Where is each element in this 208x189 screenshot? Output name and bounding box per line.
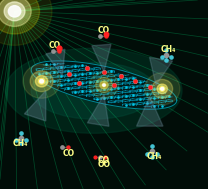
Circle shape bbox=[160, 86, 165, 91]
Circle shape bbox=[23, 64, 60, 98]
Circle shape bbox=[8, 6, 21, 17]
Text: OO: OO bbox=[98, 160, 110, 169]
Polygon shape bbox=[24, 91, 46, 121]
Polygon shape bbox=[150, 57, 172, 85]
Circle shape bbox=[0, 0, 31, 26]
Polygon shape bbox=[92, 44, 111, 72]
Circle shape bbox=[89, 72, 119, 98]
Circle shape bbox=[30, 71, 53, 92]
Circle shape bbox=[40, 80, 43, 83]
Circle shape bbox=[152, 79, 173, 98]
Circle shape bbox=[0, 0, 40, 34]
Circle shape bbox=[161, 87, 164, 90]
Text: CH₄: CH₄ bbox=[13, 139, 28, 148]
Circle shape bbox=[0, 0, 52, 45]
Text: CO: CO bbox=[98, 26, 110, 35]
Polygon shape bbox=[31, 61, 177, 109]
Text: CO: CO bbox=[98, 156, 110, 165]
Ellipse shape bbox=[5, 48, 182, 133]
Circle shape bbox=[103, 84, 105, 86]
Polygon shape bbox=[46, 49, 65, 76]
Circle shape bbox=[35, 76, 48, 87]
Circle shape bbox=[145, 73, 180, 105]
Text: CH₄: CH₄ bbox=[146, 152, 162, 161]
Circle shape bbox=[102, 83, 106, 87]
Circle shape bbox=[100, 81, 108, 89]
Circle shape bbox=[157, 84, 167, 94]
Circle shape bbox=[38, 78, 45, 84]
Text: CH₄: CH₄ bbox=[161, 45, 176, 54]
Polygon shape bbox=[87, 94, 109, 126]
Text: CO: CO bbox=[63, 149, 75, 158]
Text: CO: CO bbox=[49, 41, 61, 50]
Polygon shape bbox=[136, 96, 163, 126]
Circle shape bbox=[96, 77, 112, 93]
Circle shape bbox=[4, 2, 25, 21]
Ellipse shape bbox=[31, 62, 156, 119]
